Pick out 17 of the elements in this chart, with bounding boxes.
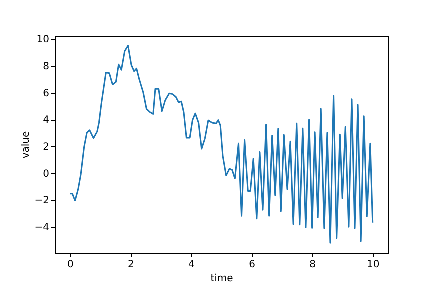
x-tick-label: 0	[67, 260, 74, 270]
y-axis-title: value	[20, 131, 32, 159]
y-tick-label: −4	[34, 222, 50, 234]
x-tick-label: 6	[249, 260, 256, 270]
y-tick-label: 2	[43, 142, 50, 153]
x-axis-title: time	[210, 274, 234, 284]
x-tick-label: 10	[366, 260, 380, 270]
y-tick-label: 4	[43, 115, 50, 126]
y-tick-label: 10	[36, 34, 50, 46]
line-series	[69, 45, 374, 244]
y-tick-label: 6	[43, 88, 50, 100]
y-tick-label: 0	[43, 168, 50, 180]
y-tick-label: 8	[43, 62, 50, 73]
x-tick-label: 4	[188, 260, 195, 270]
x-tick-label: 8	[310, 260, 316, 270]
x-tick-label: 2	[128, 260, 134, 270]
y-tick-label: −2	[34, 196, 50, 207]
